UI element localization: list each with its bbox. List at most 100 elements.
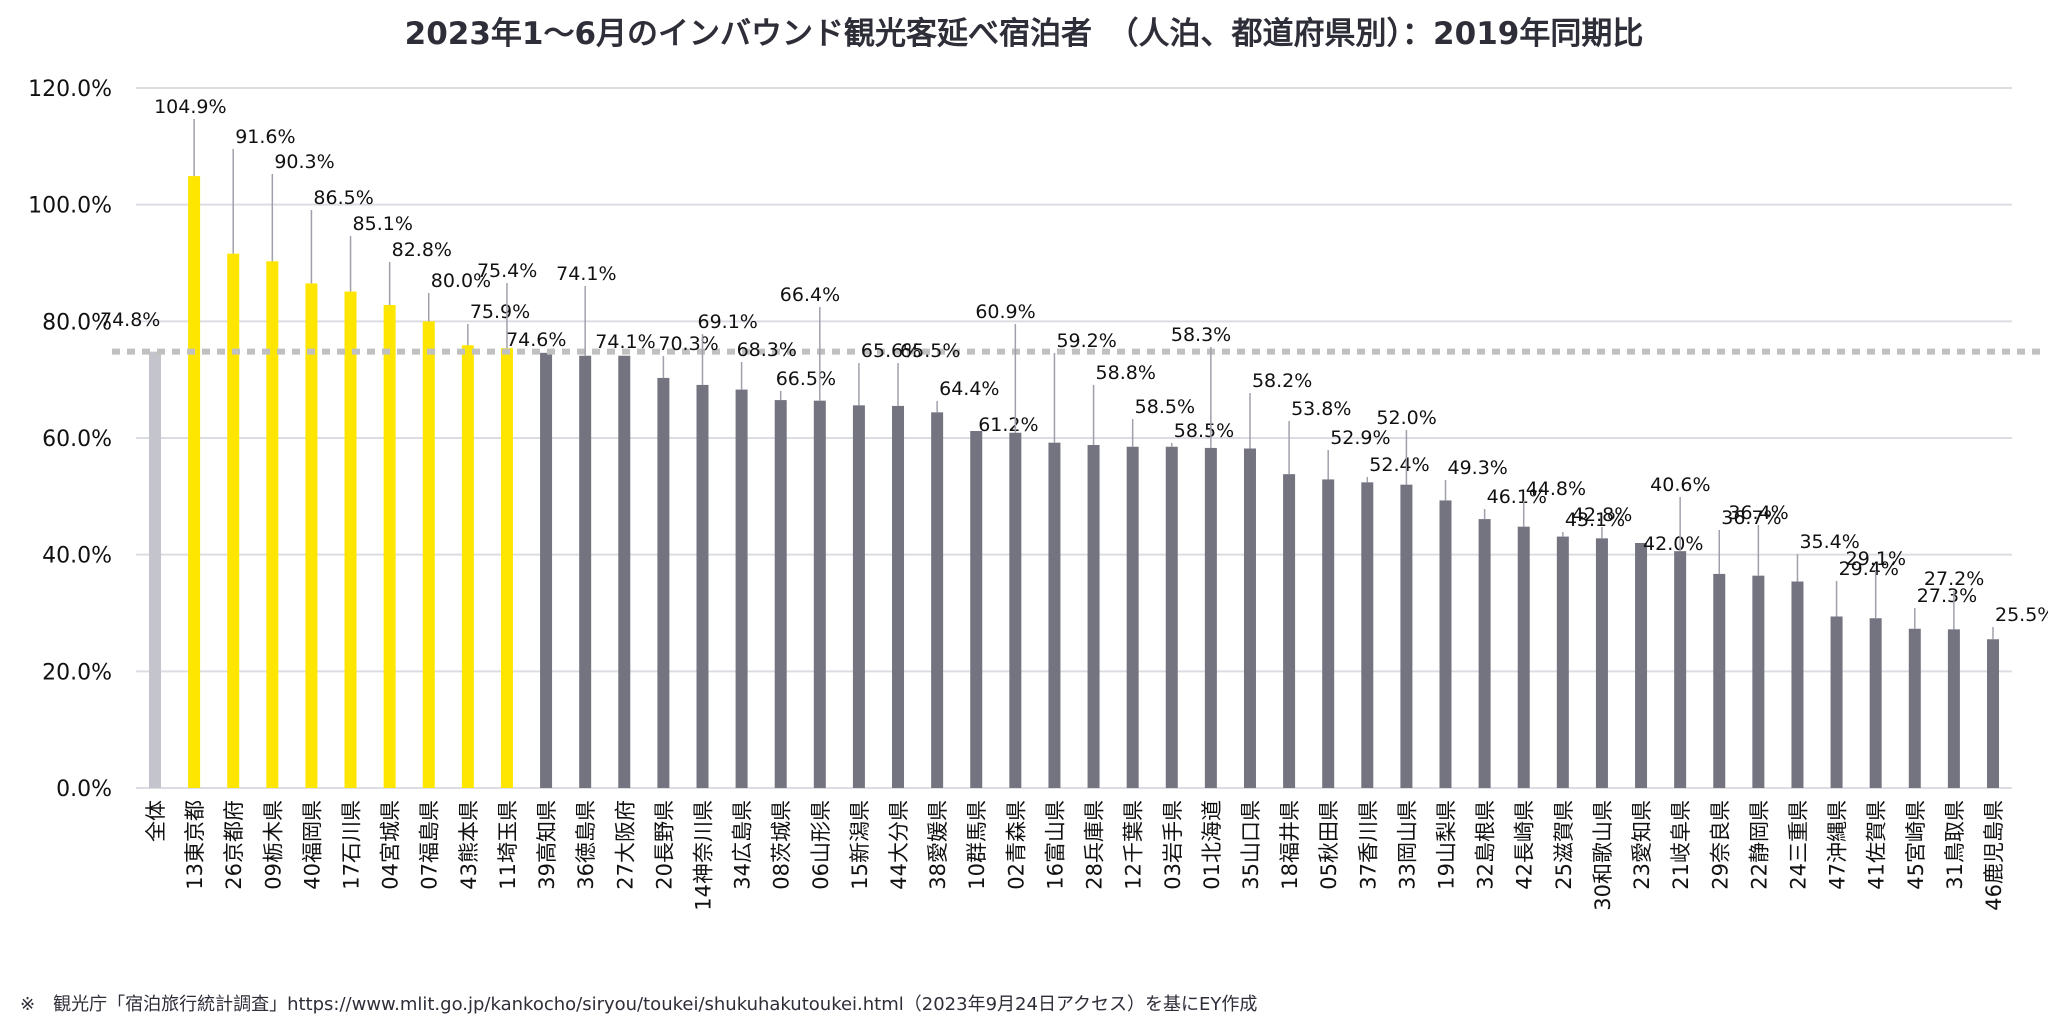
bar bbox=[1908, 628, 1921, 788]
x-tick-label: 44大分県 bbox=[887, 800, 911, 890]
data-label: 43.1% bbox=[1565, 509, 1625, 531]
data-label: 58.5% bbox=[1174, 420, 1234, 442]
x-tick-label: 34広島県 bbox=[731, 800, 755, 890]
x-tick-label: 17石川県 bbox=[340, 800, 364, 890]
x-tick-label: 08茨城県 bbox=[770, 800, 794, 890]
x-tick-label: 41佐賀県 bbox=[1865, 800, 1889, 890]
bar bbox=[735, 389, 748, 788]
x-tick-label: 18福井県 bbox=[1278, 800, 1302, 890]
x-tick-label: 42長崎県 bbox=[1513, 800, 1537, 890]
data-label: 66.4% bbox=[780, 284, 840, 306]
data-label: 64.4% bbox=[939, 378, 999, 400]
data-label: 91.6% bbox=[235, 126, 295, 148]
data-label: 65.6% bbox=[861, 340, 921, 362]
bar bbox=[1322, 479, 1335, 788]
x-axis: 全体 13東京都 26京都府 09栃木県 40福岡県 17石川県 04宮城県 07福島県 43熊… bbox=[144, 800, 2006, 911]
bar bbox=[579, 355, 592, 788]
bar bbox=[852, 405, 865, 788]
data-label: 46.1% bbox=[1487, 486, 1547, 508]
y-axis: 0.0% 20.0% 40.0% 60.0% 80.0% 100.0% 120.0% bbox=[28, 77, 112, 802]
x-tick-label: 28兵庫県 bbox=[1083, 800, 1107, 890]
x-tick-label: 09栃木県 bbox=[261, 800, 285, 890]
x-tick-label: 16富山県 bbox=[1043, 800, 1067, 890]
bar bbox=[892, 405, 905, 788]
data-label: 74.1% bbox=[595, 331, 655, 353]
data-label: 66.5% bbox=[776, 368, 836, 390]
data-label: 68.3% bbox=[737, 339, 797, 361]
x-tick-label: 05秋田県 bbox=[1317, 800, 1341, 890]
bar bbox=[188, 176, 201, 789]
bar bbox=[540, 352, 553, 788]
data-label: 36.4% bbox=[1728, 502, 1788, 524]
x-tick-label: 33岡山県 bbox=[1395, 800, 1419, 890]
data-label: 86.5% bbox=[313, 187, 373, 209]
data-label: 74.1% bbox=[556, 263, 616, 285]
bars bbox=[149, 176, 1999, 789]
data-label: 42.0% bbox=[1643, 533, 1703, 555]
x-tick-label: 23愛知県 bbox=[1630, 800, 1654, 890]
data-label: 70.3% bbox=[658, 333, 718, 355]
data-label: 74.6% bbox=[506, 329, 566, 351]
bar bbox=[1361, 482, 1374, 788]
data-label: 27.2% bbox=[1924, 568, 1984, 590]
bar bbox=[813, 400, 826, 788]
bar bbox=[1595, 538, 1608, 788]
data-label: 53.8% bbox=[1291, 398, 1351, 420]
bar bbox=[696, 384, 709, 788]
x-tick-label: 45宮崎県 bbox=[1904, 800, 1928, 890]
y-tick-label: 120.0% bbox=[28, 77, 112, 102]
x-tick-label: 全体 bbox=[144, 800, 168, 842]
x-tick-label: 30和歌山県 bbox=[1591, 800, 1615, 911]
bar bbox=[1439, 500, 1452, 788]
data-label: 42.8% bbox=[1572, 504, 1632, 526]
bar bbox=[1165, 446, 1178, 788]
data-label: 40.6% bbox=[1650, 474, 1710, 496]
data-label: 75.4% bbox=[477, 260, 537, 282]
data-label: 60.9% bbox=[975, 301, 1035, 323]
bar bbox=[1947, 629, 1960, 788]
x-tick-label: 38愛媛県 bbox=[926, 800, 950, 890]
x-tick-label: 15新潟県 bbox=[848, 800, 872, 890]
data-label: 35.4% bbox=[1799, 531, 1859, 553]
bar bbox=[149, 351, 161, 788]
x-tick-label: 07福島県 bbox=[418, 800, 442, 890]
bar bbox=[1869, 618, 1882, 788]
data-label: 52.0% bbox=[1376, 407, 1436, 429]
data-label: 61.2% bbox=[978, 414, 1038, 436]
data-label: 27.3% bbox=[1917, 585, 1977, 607]
bar bbox=[1283, 474, 1296, 788]
bar bbox=[931, 412, 944, 788]
data-label: 36.7% bbox=[1721, 507, 1781, 529]
bar bbox=[266, 261, 279, 788]
bar bbox=[227, 253, 240, 788]
bar bbox=[344, 291, 357, 788]
data-label: 82.8% bbox=[392, 239, 452, 261]
bar bbox=[1048, 442, 1061, 788]
bar bbox=[1243, 448, 1256, 788]
y-tick-label: 40.0% bbox=[42, 544, 112, 569]
bar bbox=[1517, 526, 1530, 788]
x-tick-label: 46鹿児島県 bbox=[1982, 800, 2006, 911]
x-tick-label: 35山口県 bbox=[1239, 800, 1263, 890]
source-footnote: ※ 観光庁「宿泊旅行統計調査」https://www.mlit.go.jp/ka… bbox=[20, 994, 1258, 1015]
x-tick-label: 06山形県 bbox=[809, 800, 833, 890]
data-label: 74.8% bbox=[100, 309, 160, 331]
data-label: 44.8% bbox=[1526, 478, 1586, 500]
x-tick-label: 40福岡県 bbox=[300, 800, 324, 890]
x-tick-label: 12千葉県 bbox=[1122, 800, 1146, 890]
x-tick-label: 24三重県 bbox=[1786, 800, 1810, 890]
x-tick-label: 27大阪府 bbox=[613, 800, 637, 890]
data-label: 69.1% bbox=[697, 311, 757, 333]
data-label: 58.8% bbox=[1096, 362, 1156, 384]
data-label: 58.5% bbox=[1135, 396, 1195, 418]
x-tick-label: 10群馬県 bbox=[965, 800, 989, 890]
data-label: 52.9% bbox=[1330, 427, 1390, 449]
bar bbox=[1400, 484, 1413, 788]
gridlines bbox=[136, 87, 2012, 789]
data-label: 59.2% bbox=[1056, 330, 1116, 352]
x-tick-label: 26京都府 bbox=[222, 800, 246, 890]
x-tick-label: 22静岡県 bbox=[1747, 800, 1771, 890]
y-tick-label: 80.0% bbox=[42, 310, 112, 335]
bar bbox=[1126, 446, 1139, 788]
